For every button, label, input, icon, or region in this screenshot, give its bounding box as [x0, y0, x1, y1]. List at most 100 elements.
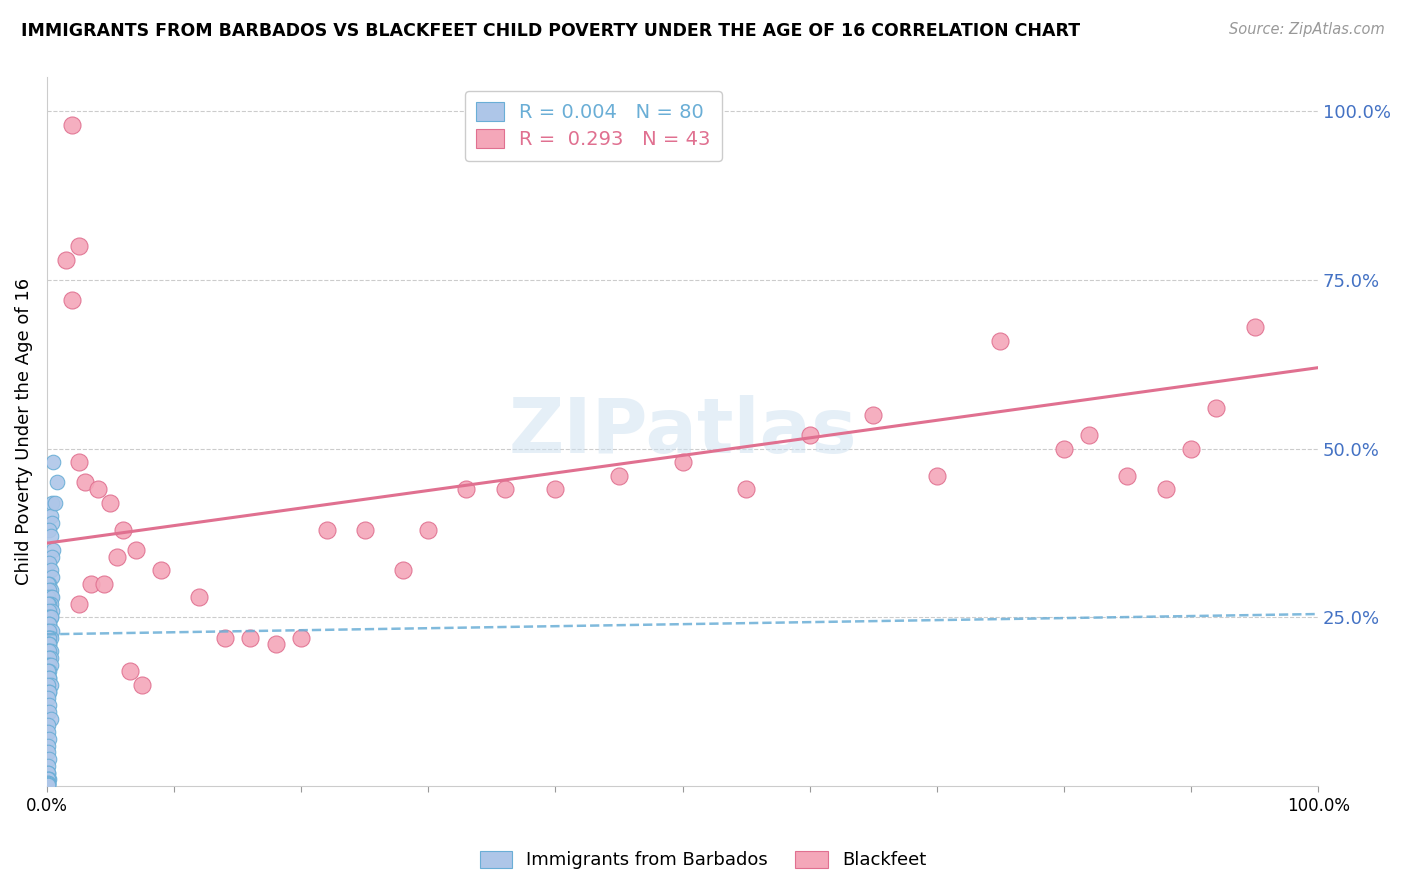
Point — [37, 765, 59, 780]
Point — [41, 496, 63, 510]
Point — [38, 637, 60, 651]
Point — [37, 665, 59, 679]
Point — [37, 691, 59, 706]
Point — [188, 590, 211, 604]
Point — [392, 563, 415, 577]
Point — [1078, 428, 1101, 442]
Point — [37, 637, 59, 651]
Point — [38, 523, 60, 537]
Point — [37, 631, 59, 645]
Point — [38, 671, 60, 685]
Point — [38, 637, 60, 651]
Point — [37, 678, 59, 692]
Point — [988, 334, 1011, 348]
Point — [353, 523, 375, 537]
Point — [1154, 482, 1177, 496]
Point — [37, 644, 59, 658]
Point — [67, 239, 90, 253]
Point — [494, 482, 516, 496]
Point — [80, 576, 103, 591]
Point — [150, 563, 173, 577]
Point — [38, 644, 60, 658]
Point — [38, 597, 60, 611]
Point — [39, 651, 62, 665]
Point — [46, 475, 69, 490]
Point — [41, 549, 63, 564]
Point — [38, 665, 60, 679]
Y-axis label: Child Poverty Under the Age of 16: Child Poverty Under the Age of 16 — [15, 278, 32, 585]
Point — [39, 590, 62, 604]
Legend: Immigrants from Barbados, Blackfeet: Immigrants from Barbados, Blackfeet — [471, 842, 935, 879]
Point — [39, 610, 62, 624]
Point — [1116, 468, 1139, 483]
Point — [38, 583, 60, 598]
Point — [38, 705, 60, 719]
Point — [38, 644, 60, 658]
Point — [290, 631, 312, 645]
Point — [38, 772, 60, 787]
Point — [544, 482, 567, 496]
Point — [37, 759, 59, 773]
Point — [607, 468, 630, 483]
Point — [38, 684, 60, 698]
Point — [41, 604, 63, 618]
Point — [39, 597, 62, 611]
Point — [37, 772, 59, 787]
Point — [87, 482, 110, 496]
Text: ZIPatlas: ZIPatlas — [508, 395, 856, 469]
Point — [39, 657, 62, 672]
Point — [39, 529, 62, 543]
Point — [39, 563, 62, 577]
Point — [125, 542, 148, 557]
Point — [1205, 401, 1227, 416]
Point — [418, 523, 440, 537]
Point — [214, 631, 236, 645]
Point — [42, 542, 65, 557]
Point — [39, 583, 62, 598]
Point — [38, 631, 60, 645]
Point — [38, 610, 60, 624]
Point — [41, 570, 63, 584]
Point — [37, 765, 59, 780]
Point — [41, 624, 63, 638]
Point — [39, 712, 62, 726]
Point — [67, 597, 90, 611]
Point — [37, 779, 59, 793]
Text: Source: ZipAtlas.com: Source: ZipAtlas.com — [1229, 22, 1385, 37]
Legend: R = 0.004   N = 80, R =  0.293   N = 43: R = 0.004 N = 80, R = 0.293 N = 43 — [465, 91, 723, 161]
Point — [264, 637, 287, 651]
Point — [37, 597, 59, 611]
Point — [799, 428, 821, 442]
Point — [38, 631, 60, 645]
Point — [37, 624, 59, 638]
Point — [38, 624, 60, 638]
Point — [1053, 442, 1076, 456]
Point — [38, 651, 60, 665]
Point — [60, 118, 83, 132]
Point — [39, 509, 62, 524]
Point — [118, 665, 141, 679]
Point — [38, 752, 60, 766]
Point — [55, 252, 77, 267]
Point — [37, 739, 59, 753]
Point — [38, 651, 60, 665]
Point — [37, 576, 59, 591]
Point — [38, 604, 60, 618]
Point — [41, 590, 63, 604]
Point — [38, 576, 60, 591]
Point — [39, 631, 62, 645]
Point — [37, 657, 59, 672]
Point — [862, 408, 884, 422]
Point — [37, 776, 59, 790]
Point — [100, 496, 122, 510]
Point — [67, 455, 90, 469]
Point — [37, 772, 59, 787]
Point — [37, 718, 59, 732]
Point — [1243, 320, 1265, 334]
Point — [39, 644, 62, 658]
Point — [735, 482, 758, 496]
Point — [105, 549, 128, 564]
Point — [112, 523, 135, 537]
Point — [38, 557, 60, 571]
Point — [1180, 442, 1202, 456]
